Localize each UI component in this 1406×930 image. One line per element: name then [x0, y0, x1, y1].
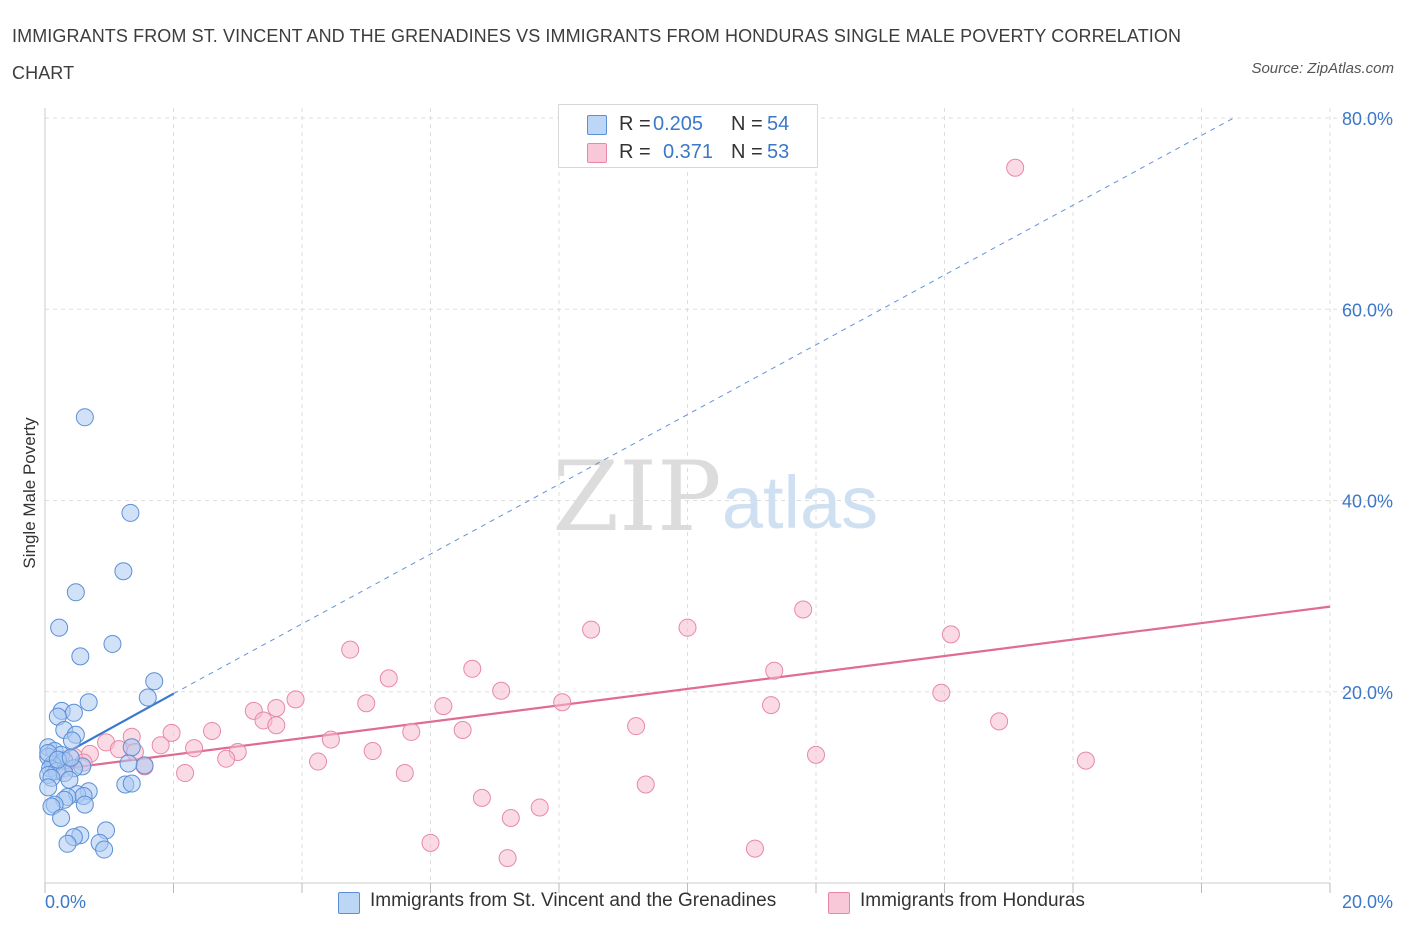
data-point-st-vincent: [71, 647, 90, 666]
chart-title: IMMIGRANTS FROM ST. VINCENT AND THE GREN…: [12, 26, 1182, 83]
data-point-honduras: [636, 775, 655, 794]
trend-line-honduras: [44, 605, 1331, 773]
bottom-legend-swatch-blue: [338, 892, 360, 914]
bottom-legend-label-blue: Immigrants from St. Vincent and the Gren…: [370, 890, 777, 911]
data-point-st-vincent: [138, 688, 157, 707]
bottom-legend-swatch-pink: [828, 892, 850, 914]
data-point-st-vincent: [145, 672, 164, 691]
data-point-st-vincent: [39, 778, 58, 797]
data-point-honduras: [203, 721, 222, 740]
data-point-honduras: [434, 697, 453, 716]
y-tick-label: 80.0%: [1342, 109, 1393, 129]
y-tick-label: 60.0%: [1342, 300, 1393, 320]
data-point-honduras: [453, 721, 472, 739]
data-point-st-vincent: [75, 795, 94, 814]
data-point-st-vincent: [52, 808, 71, 827]
data-point-honduras: [267, 699, 286, 718]
data-point-honduras: [267, 716, 286, 735]
data-point-st-vincent: [114, 562, 133, 581]
data-point-st-vincent: [50, 618, 69, 637]
data-point-honduras: [176, 764, 195, 783]
data-point-honduras: [421, 833, 440, 852]
data-point-honduras: [363, 742, 382, 761]
data-point-st-vincent: [66, 583, 85, 602]
data-point-honduras: [745, 839, 764, 858]
watermark-zip: ZIP: [552, 441, 721, 553]
data-point-st-vincent: [122, 738, 141, 757]
data-point-honduras: [1006, 158, 1025, 177]
data-point-honduras: [765, 661, 784, 680]
data-point-st-vincent: [122, 774, 141, 793]
y-axis-label: Single Male Poverty: [20, 417, 39, 569]
data-point-honduras: [627, 717, 646, 736]
data-point-honduras: [990, 712, 1009, 731]
data-point-honduras: [492, 681, 511, 700]
y-tick-label: 20.0%: [1342, 683, 1393, 703]
data-point-st-vincent: [119, 754, 138, 773]
data-point-honduras: [678, 618, 697, 637]
data-point-honduras: [395, 764, 414, 783]
data-point-honduras: [402, 722, 421, 741]
data-point-honduras: [762, 696, 781, 715]
data-point-st-vincent: [75, 408, 94, 427]
data-point-honduras: [1076, 751, 1095, 770]
data-point-honduras: [151, 736, 170, 755]
data-point-honduras: [217, 749, 236, 768]
data-point-honduras: [357, 694, 376, 713]
data-point-st-vincent: [42, 797, 61, 816]
legend-n-value: 53: [767, 141, 790, 163]
data-point-honduras: [794, 600, 813, 619]
legend-r-label: R =: [619, 113, 651, 135]
data-point-honduras: [309, 752, 328, 771]
data-point-honduras: [185, 739, 204, 758]
data-point-honduras: [498, 849, 517, 868]
gridlines: [45, 108, 1392, 883]
data-point-st-vincent: [79, 693, 98, 712]
legend-n-value: 54: [767, 113, 790, 135]
data-point-honduras: [932, 683, 951, 702]
data-point-st-vincent: [61, 748, 80, 767]
data-point-st-vincent: [58, 834, 77, 853]
x-tick-label: 0.0%: [45, 892, 86, 912]
tick-labels: 20.0% 40.0% 60.0% 80.0% 0.0% 20.0%: [45, 109, 1393, 912]
legend-r-label: R =: [619, 141, 651, 163]
data-point-honduras: [472, 788, 491, 807]
data-point-honduras: [162, 723, 181, 742]
legend-swatch-pink: [587, 143, 607, 163]
data-point-honduras: [553, 693, 572, 712]
data-point-st-vincent: [95, 840, 114, 859]
legend: R = 0.205 N = 54 R = 0.371 N = 53: [558, 104, 818, 168]
data-point-honduras: [530, 798, 549, 817]
data-point-honduras: [286, 690, 305, 709]
series-st-vincent: [39, 408, 164, 859]
legend-r-value: 0.205: [653, 113, 704, 135]
data-point-st-vincent: [135, 756, 154, 775]
data-point-honduras: [807, 745, 825, 764]
data-point-honduras: [379, 669, 398, 688]
watermark-atlas: atlas: [722, 461, 878, 544]
data-point-honduras: [341, 640, 360, 659]
data-point-honduras: [321, 730, 340, 749]
legend-n-label: N =: [731, 113, 763, 135]
x-tick-label: 20.0%: [1342, 892, 1393, 912]
y-tick-label: 40.0%: [1342, 492, 1393, 512]
data-point-honduras: [582, 620, 601, 639]
data-point-st-vincent: [62, 731, 81, 750]
data-point-st-vincent: [64, 703, 83, 722]
source-label: Source: ZipAtlas.com: [1251, 60, 1394, 77]
data-point-honduras: [501, 808, 520, 827]
data-point-st-vincent: [103, 634, 122, 653]
watermark: ZIP atlas: [552, 441, 878, 553]
data-point-st-vincent: [121, 503, 140, 522]
legend-swatch-blue: [587, 115, 607, 135]
legend-n-label: N =: [731, 141, 763, 163]
data-point-honduras: [941, 625, 960, 644]
trend-line-st-vincent-extrapolated: [173, 117, 1234, 695]
data-point-honduras: [463, 659, 482, 678]
bottom-legend-label-pink: Immigrants from Honduras: [860, 890, 1085, 911]
legend-r-value: 0.371: [663, 141, 714, 163]
